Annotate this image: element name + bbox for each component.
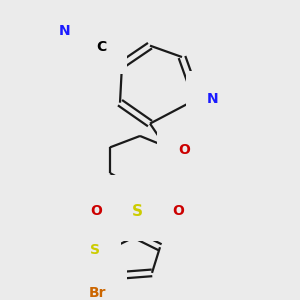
Text: O: O — [90, 204, 102, 218]
Text: N: N — [207, 92, 219, 106]
Text: N: N — [59, 24, 71, 38]
Text: O: O — [178, 143, 190, 157]
Text: S: S — [90, 243, 100, 257]
Text: Br: Br — [88, 286, 106, 300]
Text: O: O — [172, 204, 184, 218]
Text: N: N — [131, 196, 143, 210]
Text: C: C — [96, 40, 106, 54]
Text: S: S — [131, 204, 142, 219]
